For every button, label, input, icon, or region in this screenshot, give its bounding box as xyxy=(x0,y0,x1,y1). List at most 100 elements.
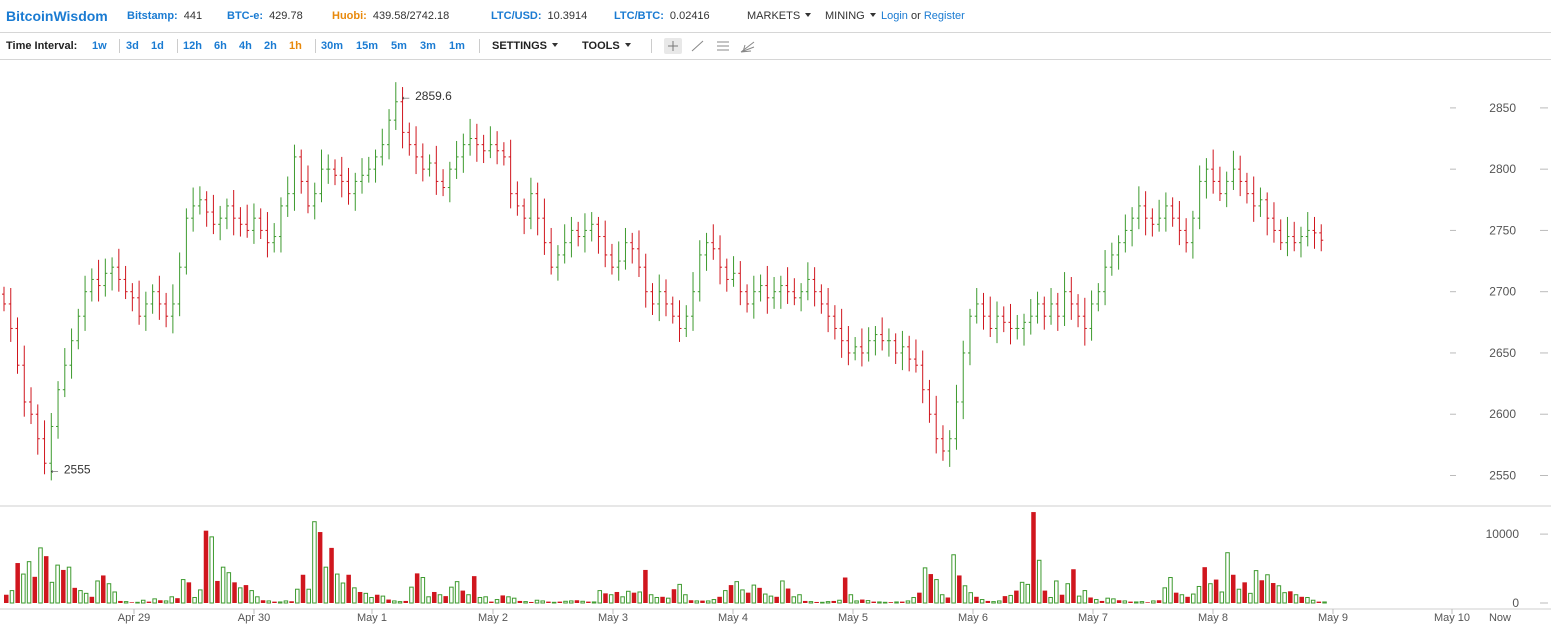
candle xyxy=(1305,212,1310,247)
volume-bar xyxy=(894,601,899,604)
trend-line-icon[interactable] xyxy=(689,38,707,54)
candle xyxy=(116,248,121,292)
volume-bar xyxy=(1213,579,1219,603)
ticker-bitstamp[interactable]: Bitstamp: 441 xyxy=(127,10,202,22)
candle xyxy=(49,413,54,481)
candlestick-series xyxy=(2,82,1324,481)
candle xyxy=(718,235,723,285)
volume-bar xyxy=(78,590,83,604)
interval-4h[interactable]: 4h xyxy=(239,40,252,52)
volume-bar xyxy=(169,596,175,604)
crosshair-icon[interactable] xyxy=(664,38,682,54)
interval-1h[interactable]: 1h xyxy=(289,40,302,52)
volume-bar xyxy=(1054,580,1059,604)
candle xyxy=(859,328,864,367)
candle xyxy=(609,243,614,275)
interval-1w[interactable]: 1w xyxy=(92,40,107,52)
volume-bar xyxy=(945,597,951,603)
candle xyxy=(407,122,412,156)
interval-2h[interactable]: 2h xyxy=(264,40,277,52)
candle xyxy=(164,292,169,328)
candle xyxy=(778,275,783,309)
register-link[interactable]: Register xyxy=(923,10,965,22)
volume-bar xyxy=(449,586,454,604)
time-tick-label: Apr 29 xyxy=(118,612,150,624)
interval-5m[interactable]: 5m xyxy=(391,40,407,52)
ticker-btce[interactable]: BTC-e: 429.78 xyxy=(227,10,303,22)
ticker-ltc-btc[interactable]: LTC/BTC: 0.02416 xyxy=(614,10,710,22)
ticker-huobi[interactable]: Huobi: 439.58/2742.18 xyxy=(332,10,449,22)
candle xyxy=(934,395,939,454)
candle xyxy=(157,275,162,320)
candle xyxy=(549,227,554,275)
candle xyxy=(1184,218,1189,253)
interval-15m[interactable]: 15m xyxy=(356,40,379,52)
markets-menu[interactable]: MARKETS xyxy=(747,10,812,22)
volume-bar xyxy=(1173,592,1179,603)
caret-down-icon xyxy=(805,13,812,17)
price-chart[interactable]: 2550 2600 2650 2700 2750 2800 2850 0 10000 Apr … xyxy=(0,60,1551,626)
volume-bar xyxy=(392,600,397,604)
settings-menu[interactable]: SETTINGS xyxy=(492,40,559,52)
volume-bar xyxy=(237,587,243,604)
interval-30m[interactable]: 30m xyxy=(321,40,344,52)
volume-bar xyxy=(854,600,859,604)
candle xyxy=(1022,313,1027,346)
volume-bar xyxy=(1310,599,1316,604)
mining-menu[interactable]: MINING xyxy=(825,10,876,22)
volume-bar xyxy=(780,580,785,604)
candle xyxy=(704,232,709,271)
volume-bar xyxy=(1156,600,1162,603)
candle xyxy=(89,268,94,302)
interval-1d[interactable]: 1d xyxy=(151,40,164,52)
candle xyxy=(123,265,128,300)
candle xyxy=(819,284,824,314)
ticker-value: 429.78 xyxy=(269,10,303,22)
interval-3d[interactable]: 3d xyxy=(126,40,139,52)
volume-bar xyxy=(888,602,894,603)
volume-bar xyxy=(1082,590,1088,604)
volume-bar xyxy=(1168,577,1173,604)
volume-bar xyxy=(991,601,996,604)
login-link[interactable]: Login xyxy=(881,10,908,22)
candle xyxy=(1015,314,1020,340)
candle xyxy=(42,420,47,475)
candle xyxy=(272,223,277,253)
volume-bar xyxy=(4,594,9,603)
volume-bar xyxy=(9,590,15,604)
caret-down-icon xyxy=(869,13,876,17)
candle xyxy=(258,208,263,239)
candle xyxy=(1049,288,1054,325)
candle xyxy=(62,348,67,398)
volume-bar xyxy=(608,594,614,604)
volume-bar xyxy=(1019,581,1025,604)
candle xyxy=(684,305,689,338)
fan-lines-icon[interactable] xyxy=(739,38,757,54)
candle xyxy=(251,203,256,244)
candle xyxy=(1177,201,1182,246)
volume-bar xyxy=(38,547,43,604)
time-tick-label: May 4 xyxy=(718,612,748,624)
ticker-ltc-usd[interactable]: LTC/USD: 10.3914 xyxy=(491,10,587,22)
interval-3m[interactable]: 3m xyxy=(420,40,436,52)
volume-tick-label: 10000 xyxy=(1486,527,1520,541)
ticker-label: LTC/USD: xyxy=(491,10,542,22)
volume-bar xyxy=(489,601,494,603)
candle xyxy=(670,296,675,324)
interval-6h[interactable]: 6h xyxy=(214,40,227,52)
mining-label: MINING xyxy=(825,10,865,22)
candle xyxy=(967,308,972,366)
volume-bar xyxy=(15,563,20,603)
brand-logo[interactable]: BitcoinWisdom xyxy=(6,8,108,24)
volume-bar xyxy=(899,601,905,603)
candle xyxy=(278,197,283,253)
candle xyxy=(650,283,655,315)
candle xyxy=(346,167,351,205)
interval-1m[interactable]: 1m xyxy=(449,40,465,52)
volume-bar xyxy=(1014,590,1019,603)
horizontal-lines-icon[interactable] xyxy=(714,38,732,54)
tools-menu[interactable]: TOOLS xyxy=(582,40,631,52)
divider xyxy=(177,39,178,53)
candle xyxy=(265,212,270,258)
interval-12h[interactable]: 12h xyxy=(183,40,202,52)
